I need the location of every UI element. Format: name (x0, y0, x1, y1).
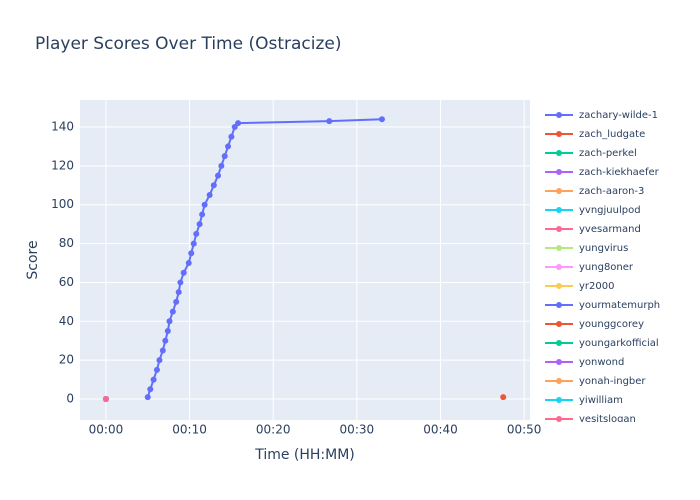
data-point (188, 250, 195, 257)
legend-swatch-marker (556, 245, 562, 251)
legend-swatch-marker (556, 169, 562, 175)
y-tick-label: 120 (51, 158, 74, 172)
data-point (199, 211, 206, 218)
x-tick-label: 00:40 (423, 423, 458, 437)
y-tick-label: 40 (59, 314, 74, 328)
legend-label: zach-kiekhaefer (579, 167, 660, 178)
y-tick-label: 60 (59, 275, 74, 289)
legend-swatch-marker (556, 131, 562, 137)
plot-area (102, 116, 507, 403)
legend-label: yesitslogan (579, 414, 636, 425)
y-tick-label: 20 (59, 353, 74, 367)
legend-label: youngarkofficial (579, 338, 659, 349)
legend-label: yung8oner (579, 262, 634, 273)
data-point (164, 328, 171, 335)
y-tick-label: 0 (66, 392, 74, 406)
data-point (166, 318, 173, 325)
data-point (215, 172, 222, 179)
data-point (156, 357, 163, 364)
data-point (177, 279, 184, 286)
data-point (180, 269, 187, 276)
legend-label: younggcorey (579, 319, 644, 330)
legend-swatch-marker (556, 226, 562, 232)
legend-label: yvngjuulpod (579, 205, 641, 216)
data-point (102, 396, 109, 403)
legend-swatch-marker (556, 302, 562, 308)
data-point (193, 230, 200, 237)
data-point (210, 182, 217, 189)
x-tick-label: 00:50 (507, 423, 542, 437)
data-point (175, 289, 182, 296)
x-tick-label: 00:30 (340, 423, 375, 437)
data-point (185, 260, 192, 267)
data-point (196, 221, 203, 228)
legend-label: yourmatemurph (579, 300, 660, 311)
legend-label: zachary-wilde-1 (579, 110, 658, 121)
data-point (162, 337, 169, 344)
legend-label: yiwilliam (579, 395, 623, 406)
data-point (378, 116, 385, 123)
legend-label: yungvirus (579, 243, 628, 254)
x-tick-label: 00:10 (172, 423, 207, 437)
data-point (173, 298, 180, 305)
data-point (225, 143, 232, 150)
data-point (500, 394, 507, 401)
legend-swatch-marker (556, 264, 562, 270)
data-point (326, 118, 333, 125)
data-point (144, 394, 151, 401)
data-point (169, 308, 176, 315)
legend-label: yr2000 (579, 281, 614, 292)
legend-swatch-marker (556, 378, 562, 384)
plot-background (80, 100, 530, 420)
legend-swatch-marker (556, 188, 562, 194)
legend: zachary-wilde-1 zach_ludgate zach-perkel za… (545, 110, 660, 425)
grid (80, 100, 530, 420)
data-point (147, 386, 154, 393)
legend-swatch-marker (556, 112, 562, 118)
y-tick-label: 100 (51, 197, 74, 211)
data-point (218, 162, 225, 169)
legend-label: zach_ludgate (579, 129, 645, 140)
chart-title: Player Scores Over Time (Ostracize) (35, 34, 342, 54)
x-tick-label: 00:00 (89, 423, 124, 437)
legend-swatch-marker (556, 340, 562, 346)
data-point (221, 153, 228, 160)
legend-swatch-marker (556, 321, 562, 327)
data-point (235, 120, 242, 127)
legend-swatch-marker (556, 416, 562, 422)
axes: 0 20 40 60 80 100 120 140 00:00 00:10 00:20 00:30 00… (51, 120, 541, 437)
legend-label: zach-perkel (579, 148, 637, 159)
data-point (231, 124, 238, 131)
legend-swatch-marker (556, 397, 562, 403)
legend-label: yonah-ingber (579, 376, 646, 387)
legend-label: yvesarmand (579, 224, 641, 235)
legend-swatch-marker (556, 283, 562, 289)
data-point (150, 376, 157, 383)
x-axis-title: Time (HH:MM) (254, 447, 355, 463)
y-tick-label: 80 (59, 236, 74, 250)
data-point (190, 240, 197, 247)
legend-label: zach-aaron-3 (579, 186, 644, 197)
data-point (201, 201, 208, 208)
data-point (228, 133, 235, 140)
data-point (206, 192, 213, 199)
legend-label: yonwond (579, 357, 624, 368)
y-axis-title: Score (25, 240, 41, 279)
legend-swatch-marker (556, 150, 562, 156)
data-point (159, 347, 166, 354)
data-point (153, 366, 160, 373)
legend-swatch-marker (556, 359, 562, 365)
legend-swatch-marker (556, 207, 562, 213)
x-tick-label: 00:20 (256, 423, 291, 437)
y-tick-label: 140 (51, 120, 74, 134)
